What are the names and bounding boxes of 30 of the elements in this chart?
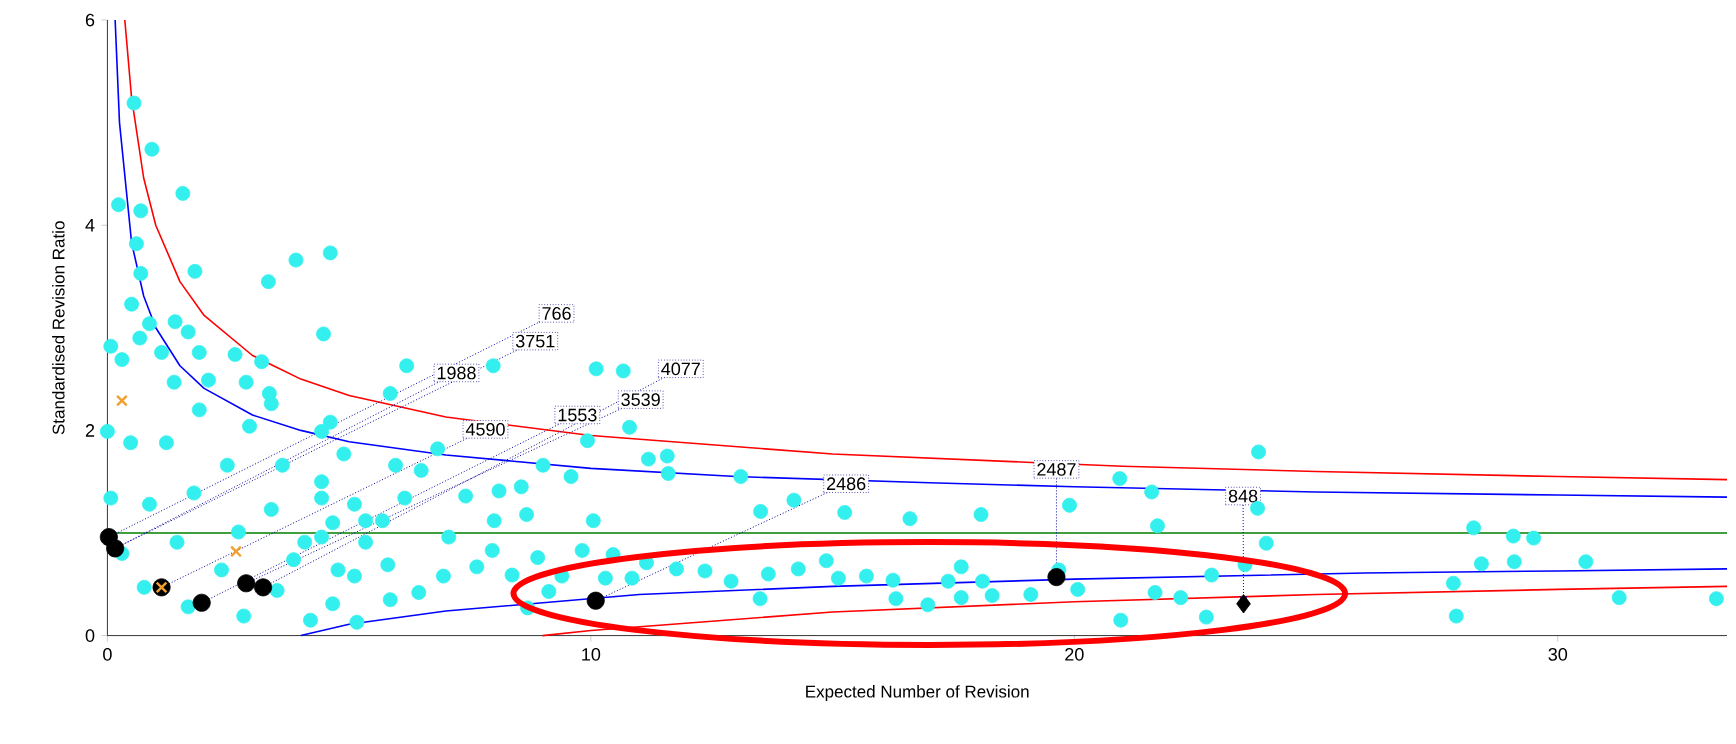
point xyxy=(254,578,273,597)
annotation: 4590 xyxy=(465,422,505,436)
x-tick-label: 20 xyxy=(1065,647,1084,661)
line-series xyxy=(300,568,1728,637)
x-axis-title: Expected Number of Revision xyxy=(806,685,1029,701)
annotation: 1988 xyxy=(437,366,476,380)
point xyxy=(586,591,605,610)
point xyxy=(237,574,256,593)
annotation: 4077 xyxy=(661,362,700,376)
annotation: 848 xyxy=(1228,489,1258,503)
point xyxy=(1236,594,1251,614)
point xyxy=(230,545,243,558)
annotation: 2487 xyxy=(1037,463,1076,476)
point xyxy=(192,593,211,612)
annotation: 1553 xyxy=(558,408,597,422)
point xyxy=(115,394,128,407)
annotation: 766 xyxy=(542,307,571,320)
point xyxy=(106,539,125,558)
x-tick-label: 0 xyxy=(103,647,112,661)
point xyxy=(1047,568,1066,587)
annotation: 3539 xyxy=(621,393,660,406)
y-tick-label: 6 xyxy=(85,13,95,27)
x-tick-label: 30 xyxy=(1548,647,1568,661)
y-tick-label: 0 xyxy=(85,629,95,642)
y-tick-label: 2 xyxy=(85,424,95,437)
y-tick-label: 4 xyxy=(85,219,95,232)
y-axis-title: Standardised Revision Ratio xyxy=(52,221,65,435)
annotation: 3751 xyxy=(515,334,555,348)
x-tick-label: 10 xyxy=(582,647,601,661)
annotation: 2486 xyxy=(827,477,866,491)
